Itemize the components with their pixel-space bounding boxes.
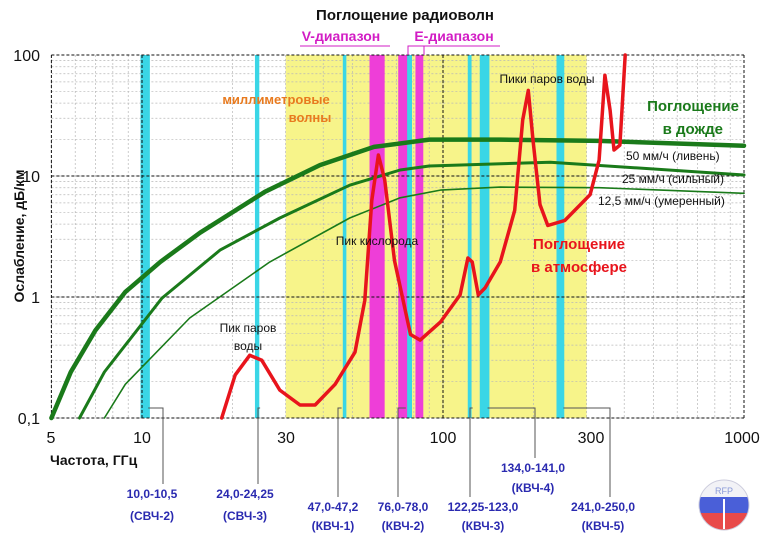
allocation-band [140, 55, 150, 418]
allocation-band [467, 55, 472, 418]
chart-title: Поглощение радиоволн [316, 7, 494, 24]
y-tick-label: 100 [13, 48, 40, 65]
rain-label-2: в дожде [663, 121, 723, 138]
allocation-band: (КВЧ-4) [512, 481, 555, 495]
allocation-band: (КВЧ-3) [462, 519, 505, 533]
callout-leader [563, 407, 611, 497]
allocation-band: (КВЧ-5) [582, 519, 625, 533]
callout-leaders [148, 407, 611, 497]
x-tick-label: 100 [430, 430, 457, 447]
rain-12-label: 12,5 мм/ч (умеренный) [598, 194, 725, 208]
allocation-range: 134,0-141,0 [501, 461, 565, 475]
rain-label-1: Поглощение [647, 98, 739, 115]
x-axis-label: Частота, ГГц [50, 452, 138, 468]
allocation-band [556, 55, 565, 418]
allocation-band [405, 55, 413, 418]
allocation-band: (СВЧ-3) [223, 509, 267, 523]
x-tick-labels: 5 10 30 100 300 1000 [47, 430, 760, 447]
mm-waves-label-2: волны [289, 110, 332, 125]
millimeter-waves-region [285, 55, 587, 418]
allocation-range: 24,0-24,25 [216, 487, 274, 501]
series-line [219, 53, 627, 420]
callout-leader [487, 407, 536, 458]
water-peak-label-1: Пик паров [220, 321, 277, 335]
y-tick-label: 10 [22, 169, 40, 186]
series-line [78, 160, 746, 420]
v-band-label: V-диапазон [302, 28, 381, 44]
series-line [49, 137, 747, 421]
y-tick-label: 1 [31, 290, 40, 307]
allocation-range: 47,0-47,2 [308, 500, 359, 514]
rain-50-label: 50 мм/ч (ливень) [626, 149, 720, 163]
atm-label-2: в атмосфере [531, 259, 627, 276]
allocation-band: (КВЧ-2) [382, 519, 425, 533]
allocation-band: (СВЧ-2) [130, 509, 174, 523]
x-tick-label: 300 [578, 430, 605, 447]
band-region [398, 55, 408, 418]
allocation-band [342, 55, 347, 418]
callout-leader [148, 407, 164, 484]
y-axis-label: Ослабление, дБ/км [11, 170, 27, 303]
allocation-band [479, 55, 490, 418]
callout-leader [469, 407, 473, 497]
allocation-band [254, 55, 260, 418]
rfp-logo: RFP [698, 479, 750, 531]
callout-leader [397, 407, 406, 497]
x-tick-label: 30 [277, 430, 295, 447]
x-tick-label: 1000 [724, 430, 760, 447]
y-tick-label: 0,1 [18, 411, 40, 428]
plot-background [285, 55, 587, 418]
series-line [103, 186, 745, 419]
oxygen-peak-label: Пик кислорода [336, 234, 419, 248]
water-peak-label-2: воды [234, 339, 262, 353]
e-band-label: E-диапазон [414, 28, 493, 44]
callout-leader [337, 407, 342, 497]
y-tick-labels: 0,1 1 10 100 [13, 48, 40, 428]
mm-waves-label-1: миллиметровые [222, 92, 329, 107]
series-lines [49, 53, 747, 421]
logo-text: RFP [715, 486, 733, 496]
allocation-labels: 10,0-10,5 (СВЧ-2) 24,0-24,25 (СВЧ-3) 47,… [127, 461, 636, 533]
allocation-range: 122,25-123,0 [448, 500, 519, 514]
e-band-bracket [407, 45, 500, 55]
x-tick-label: 10 [133, 430, 151, 447]
water-peaks-label: Пики паров воды [499, 72, 594, 86]
allocation-range: 10,0-10,5 [127, 487, 178, 501]
band-region [415, 55, 424, 418]
callout-leader [257, 407, 261, 484]
atm-label-1: Поглощение [533, 236, 625, 253]
allocation-band: (КВЧ-1) [312, 519, 355, 533]
x-tick-label: 5 [47, 430, 56, 447]
rain-25-label: 25 мм/ч (сильный) [622, 172, 724, 186]
allocation-range: 241,0-250,0 [571, 500, 635, 514]
allocation-range: 76,0-78,0 [378, 500, 429, 514]
